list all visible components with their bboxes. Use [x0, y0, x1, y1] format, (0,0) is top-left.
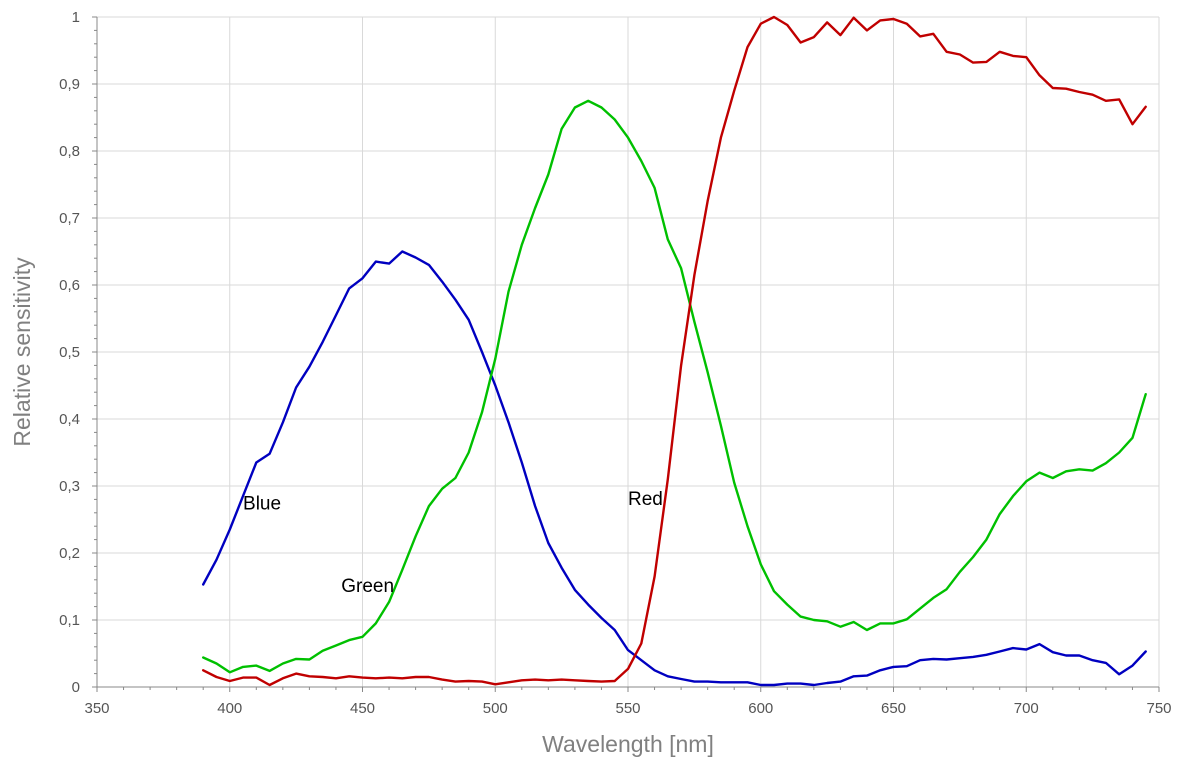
y-tick-label: 0,5 [59, 344, 80, 361]
y-tick-label: 0 [72, 679, 80, 696]
x-tick-label: 550 [615, 700, 640, 717]
y-tick-label: 0,7 [59, 210, 80, 227]
x-axis-title: Wavelength [nm] [542, 731, 714, 757]
x-tick-label: 750 [1146, 700, 1171, 717]
x-tick-label: 450 [350, 700, 375, 717]
blue-series-line [202, 250, 1147, 687]
x-tick-label: 500 [483, 700, 508, 717]
y-tick-label: 1 [72, 9, 80, 26]
x-tick-label: 400 [217, 700, 242, 717]
grid [97, 16, 1160, 687]
y-tick-label: 0,1 [59, 612, 80, 629]
x-tick-label: 700 [1014, 700, 1039, 717]
y-tick-label: 0,4 [59, 411, 80, 428]
x-tick-label: 650 [881, 700, 906, 717]
y-tick-label: 0,3 [59, 478, 80, 495]
y-tick-label: 0,2 [59, 545, 80, 562]
series-labels: Blue Green Red [243, 489, 663, 597]
y-axis-title: Relative sensitivity [9, 257, 35, 447]
red-series-label: Red [628, 489, 663, 510]
axes: 350 400 450 500 550 600 650 700 750 0 0,1 0,2 0,3 0,4… [59, 9, 1171, 717]
series-lines [202, 15, 1147, 687]
green-series-line [202, 99, 1147, 674]
x-tick-label: 600 [748, 700, 773, 717]
green-series-label: Green [341, 576, 394, 597]
blue-series-label: Blue [243, 493, 281, 514]
x-tick-label: 350 [84, 700, 109, 717]
y-tick-label: 0,8 [59, 143, 80, 160]
red-series-line [202, 15, 1147, 687]
y-tick-label: 0,6 [59, 277, 80, 294]
y-tick-label: 0,9 [59, 76, 80, 93]
